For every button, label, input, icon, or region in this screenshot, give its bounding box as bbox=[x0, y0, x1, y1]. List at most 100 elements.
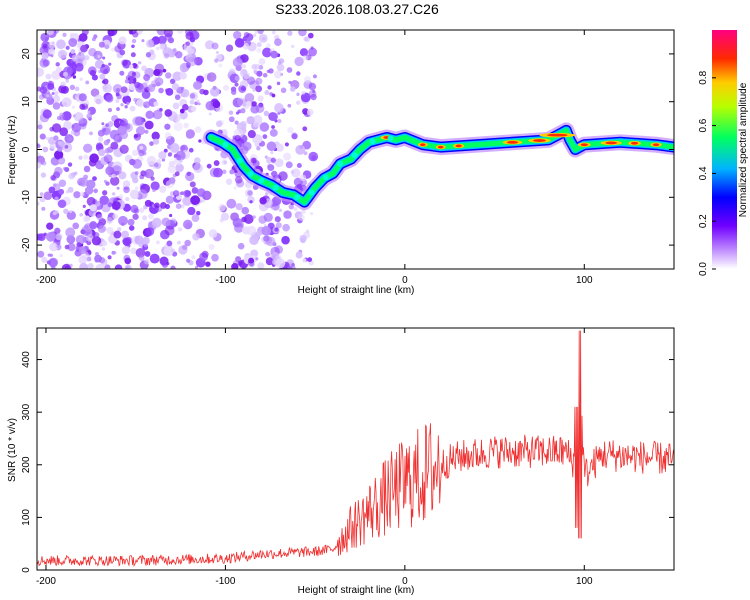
spectrogram-noise-blob bbox=[199, 88, 206, 95]
spectrogram-noise-blob bbox=[143, 74, 151, 81]
spectrogram-noise-blob bbox=[185, 131, 194, 139]
spectrogram-noise-blob bbox=[194, 265, 199, 269]
spectrogram-noise-blob bbox=[275, 143, 284, 152]
spectrogram-noise-blob bbox=[205, 261, 211, 267]
spectrogram-noise-blob bbox=[37, 124, 43, 130]
spectrogram-noise-blob bbox=[306, 108, 314, 116]
spectrogram-ytick-label: -10 bbox=[21, 190, 32, 205]
spectrogram-noise-blob bbox=[64, 145, 69, 149]
spectrogram-noise-blob bbox=[168, 151, 173, 157]
spectrogram-noise-blob bbox=[78, 155, 83, 160]
spectrogram-noise-blob bbox=[58, 85, 67, 94]
spectrogram-noise-blob bbox=[41, 206, 46, 211]
spectrogram-noise-blob bbox=[312, 74, 317, 79]
spectrogram-ridge-bead bbox=[337, 160, 344, 167]
spectrogram-noise-blob bbox=[176, 30, 184, 34]
spectrogram-noise-blob bbox=[48, 186, 56, 194]
spectrogram-noise-blob bbox=[159, 185, 167, 193]
spectrogram-noise-blob bbox=[100, 64, 111, 75]
spectrogram-ylabel: Frequency (Hz) bbox=[7, 116, 18, 185]
spectrogram-noise-blob bbox=[276, 63, 285, 72]
spectrogram-noise-blob bbox=[182, 103, 189, 111]
spectrogram-noise-blob bbox=[156, 159, 162, 164]
spectrogram-noise-blob bbox=[49, 253, 53, 257]
spectrogram-noise-blob bbox=[58, 179, 67, 188]
spectrogram-noise-blob bbox=[104, 44, 110, 50]
spectrogram-noise-blob bbox=[111, 165, 122, 175]
spectrogram-noise-blob bbox=[182, 196, 192, 206]
spectrogram-noise-blob bbox=[270, 206, 274, 210]
spectrogram-noise-blob bbox=[164, 109, 173, 117]
spectrogram-noise-blob bbox=[151, 217, 162, 228]
spectrogram-noise-blob bbox=[273, 70, 282, 79]
spectrogram-noise-blob bbox=[129, 189, 140, 200]
spectrogram-noise-blob bbox=[174, 94, 181, 100]
spectrogram-noise-blob bbox=[189, 181, 196, 188]
spectrogram-noise-blob bbox=[178, 245, 188, 255]
spectrogram-noise-blob bbox=[175, 203, 182, 210]
spectrogram-noise-blob bbox=[206, 72, 217, 82]
spectrogram-noise-blob bbox=[84, 254, 92, 262]
spectrogram-noise-blob bbox=[85, 80, 90, 85]
spectrogram-noise-blob bbox=[241, 216, 247, 223]
spectrogram-noise-blob bbox=[159, 202, 167, 209]
spectrogram-noise-blob bbox=[57, 199, 67, 209]
spectrogram-noise-blob bbox=[230, 86, 237, 92]
spectrogram-noise-blob bbox=[124, 79, 130, 84]
spectrogram-noise-blob bbox=[105, 181, 110, 186]
spectrogram-noise-blob bbox=[80, 44, 88, 53]
spectrogram-noise-blob bbox=[119, 131, 129, 140]
spectrogram-noise-blob bbox=[152, 109, 163, 120]
spectrogram-noise-blob bbox=[80, 52, 85, 57]
spectrogram-noise-blob bbox=[172, 71, 182, 81]
spectrogram-noise-blob bbox=[106, 226, 114, 235]
spectrogram-noise-blob bbox=[53, 150, 64, 160]
spectrogram-noise-blob bbox=[208, 112, 212, 116]
spectrogram-noise-blob bbox=[288, 80, 292, 84]
snr-series-line bbox=[37, 330, 674, 567]
spectrogram-noise-blob bbox=[115, 92, 120, 97]
spectrogram-noise-blob bbox=[209, 86, 220, 97]
spectrogram-noise-blob bbox=[54, 196, 59, 201]
spectrogram-noise-blob bbox=[193, 81, 202, 90]
spectrogram-noise-blob bbox=[68, 137, 73, 142]
spectrogram-noise-blob bbox=[290, 86, 296, 92]
spectrogram-ridge-bead bbox=[272, 184, 279, 191]
spectrogram-noise-blob bbox=[165, 195, 174, 204]
spectrogram-noise-blob bbox=[79, 212, 83, 217]
spectrogram-noise-blob bbox=[255, 77, 263, 85]
spectrogram-noise-blob bbox=[214, 58, 219, 63]
spectrogram-noise-blob bbox=[107, 30, 115, 37]
colorbar-tick-label: 0.8 bbox=[698, 70, 709, 84]
spectrogram-noise-blob bbox=[158, 151, 167, 160]
spectrogram-noise-blob bbox=[300, 237, 306, 244]
spectrogram-noise-blob bbox=[164, 225, 175, 236]
spectrogram-noise-blob bbox=[215, 50, 220, 55]
spectrogram-noise-blob bbox=[252, 215, 256, 219]
spectrogram-noise-blob bbox=[290, 170, 295, 174]
spectrogram-noise-blob bbox=[250, 249, 259, 258]
spectrogram-noise-blob bbox=[185, 41, 190, 47]
spectrogram-noise-blob bbox=[107, 107, 113, 113]
spectrogram-noise-blob bbox=[163, 30, 173, 38]
spectrogram-noise-blob bbox=[163, 148, 168, 153]
spectrogram-noise-blob bbox=[308, 151, 319, 162]
spectrogram-noise-blob bbox=[211, 42, 219, 50]
spectrogram-noise-blob bbox=[274, 216, 281, 223]
spectrogram-noise-blob bbox=[307, 257, 313, 262]
spectrogram-noise-blob bbox=[147, 84, 156, 93]
spectrogram-noise-blob bbox=[41, 256, 48, 263]
spectrogram-noise-blob bbox=[226, 198, 237, 209]
spectrogram-noise-blob bbox=[143, 101, 151, 109]
spectrogram-noise-blob bbox=[56, 244, 60, 248]
spectrogram-noise-blob bbox=[124, 105, 128, 109]
spectrogram-noise-blob bbox=[191, 255, 196, 260]
spectrogram-noise-blob bbox=[107, 121, 114, 128]
spectrogram-noise-blob bbox=[43, 232, 47, 237]
spectrogram-noise-blob bbox=[263, 235, 270, 242]
spectrogram-noise-blob bbox=[171, 248, 176, 253]
spectrogram-noise-blob bbox=[257, 30, 264, 35]
spectrogram-noise-blob bbox=[110, 141, 119, 150]
